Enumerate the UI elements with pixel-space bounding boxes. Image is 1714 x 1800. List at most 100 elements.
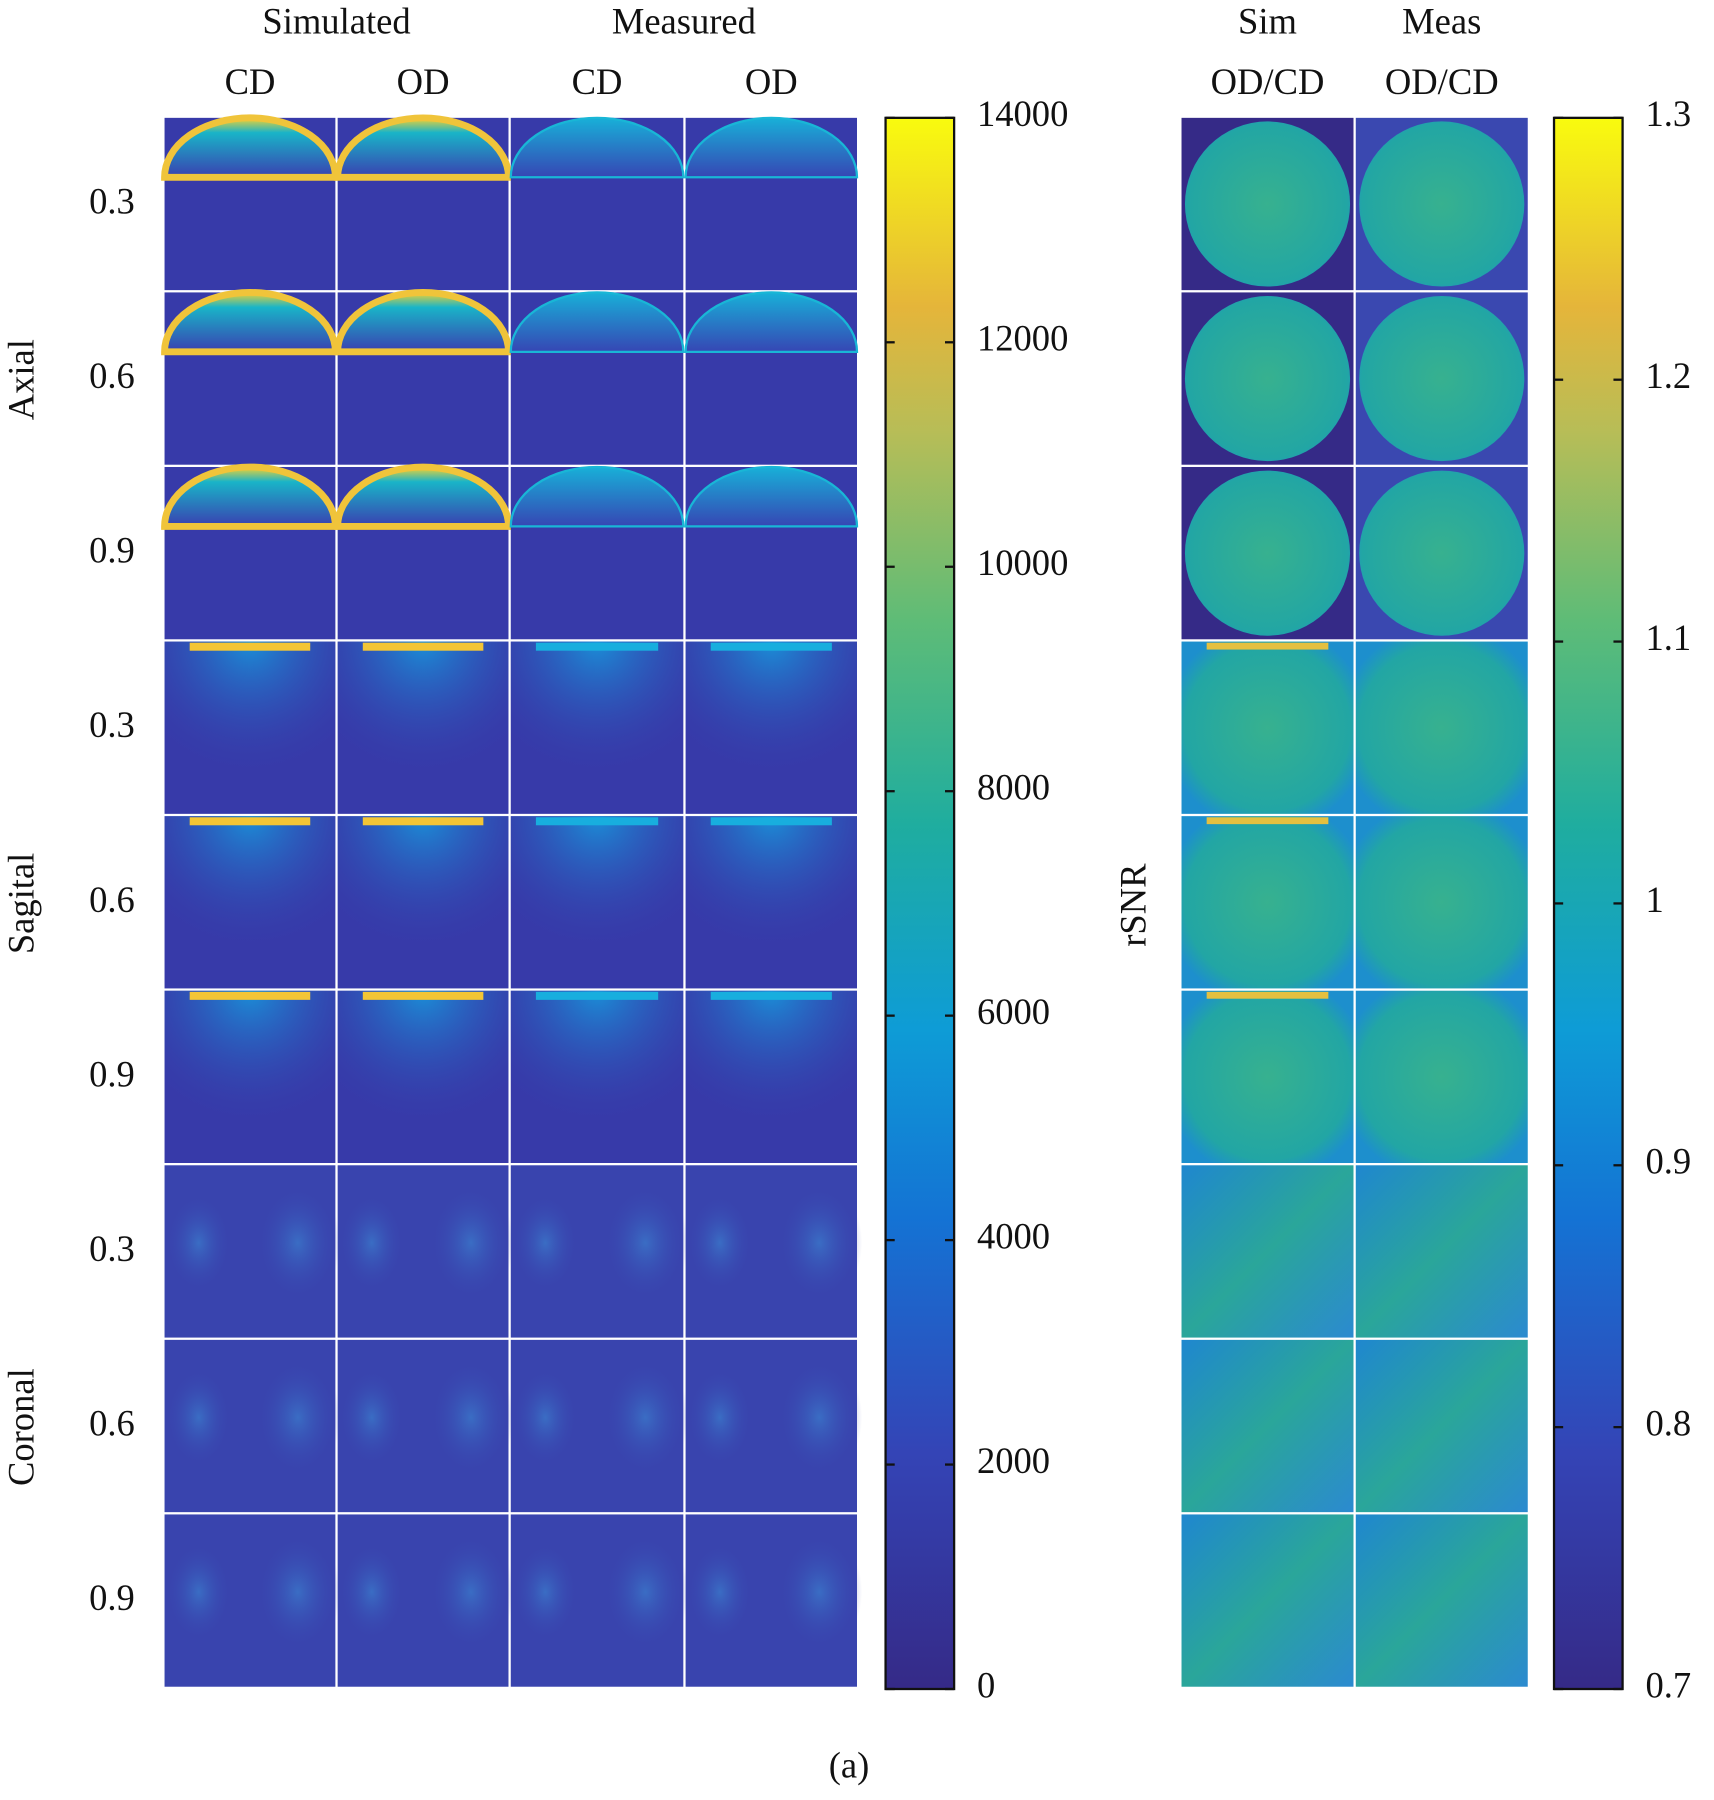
row-label: 0.9	[89, 1053, 135, 1094]
row-label: 0.6	[89, 355, 135, 396]
glow	[685, 990, 857, 1164]
tick-label: 1.3	[1645, 93, 1691, 134]
phantom	[1359, 121, 1525, 287]
blob	[510, 1540, 580, 1644]
image-panel	[1181, 990, 1354, 1164]
edge	[535, 991, 659, 1000]
dome	[509, 116, 685, 179]
row-label: 0.3	[89, 181, 135, 222]
glow	[337, 641, 509, 814]
edge	[535, 817, 659, 826]
row-group-label: Sagital	[1, 853, 42, 955]
dome	[334, 463, 512, 530]
column-label: CD	[225, 61, 276, 102]
image-panel	[1181, 1514, 1354, 1687]
image-panel	[1181, 1165, 1354, 1338]
edge	[189, 642, 311, 651]
column-label: CD	[572, 61, 623, 102]
row-label: 0.6	[89, 1403, 135, 1444]
edge	[189, 991, 311, 1000]
edge	[362, 817, 484, 826]
tick-label: 14000	[977, 93, 1068, 134]
edge	[710, 991, 832, 1000]
image-panel	[1355, 1514, 1528, 1687]
tick-label: 12000	[977, 318, 1068, 359]
image-panel	[1181, 641, 1354, 814]
edge	[1206, 991, 1329, 999]
blob	[428, 1531, 514, 1653]
image-panel	[1181, 816, 1354, 989]
column-label: OD/CD	[1211, 61, 1325, 102]
blob	[685, 1191, 755, 1295]
blob	[776, 1531, 863, 1653]
blob	[164, 1191, 233, 1295]
row-label: 0.6	[89, 879, 135, 920]
image-panel	[1355, 990, 1528, 1164]
glow	[164, 816, 336, 989]
blob	[685, 1540, 755, 1644]
tick-label: 0.7	[1645, 1664, 1691, 1705]
colorbar-label: rSNR	[1112, 863, 1153, 947]
tick-label: 1.1	[1645, 617, 1691, 658]
edge	[1206, 642, 1329, 650]
glow	[337, 816, 509, 989]
blob	[776, 1182, 863, 1304]
dome	[161, 289, 339, 356]
glow	[685, 641, 857, 814]
row-label: 0.3	[89, 704, 135, 745]
tick-label: 0.9	[1645, 1141, 1691, 1182]
blob	[164, 1365, 233, 1470]
column-group: Measured	[612, 1, 756, 42]
blob	[428, 1357, 514, 1478]
dome	[161, 114, 339, 181]
edge	[710, 642, 832, 651]
caption: (a)	[829, 1744, 870, 1785]
blob	[510, 1365, 580, 1470]
glow	[164, 990, 336, 1164]
blob	[337, 1191, 406, 1295]
edge	[189, 817, 311, 826]
dome	[334, 289, 512, 356]
dome	[509, 465, 685, 528]
column-group: Meas	[1402, 1, 1481, 42]
colorbar	[1552, 116, 1624, 1691]
blob	[602, 1182, 689, 1304]
blob	[255, 1357, 341, 1478]
blob	[602, 1531, 689, 1653]
tick-label: 0.8	[1645, 1403, 1691, 1444]
glow	[510, 641, 684, 814]
glow	[337, 990, 509, 1164]
tick-label: 6000	[977, 991, 1050, 1032]
image-panel	[1355, 1339, 1528, 1513]
column-label: OD	[397, 61, 450, 102]
blob	[255, 1531, 341, 1653]
column-group: Simulated	[262, 1, 410, 42]
row-label: 0.9	[89, 1577, 135, 1618]
tick-label: 4000	[977, 1215, 1050, 1256]
edge	[710, 817, 832, 826]
row-group-label: Axial	[1, 339, 42, 420]
blob	[337, 1540, 406, 1644]
phantom	[1359, 470, 1525, 636]
dome	[684, 465, 859, 528]
glow	[164, 641, 336, 814]
dome	[334, 114, 512, 181]
edge	[1206, 817, 1329, 825]
dome	[161, 463, 339, 530]
dome	[509, 291, 685, 353]
column-label: OD/CD	[1385, 61, 1499, 102]
phantom	[1184, 470, 1351, 636]
image-panel	[1181, 1339, 1354, 1513]
blob	[255, 1182, 341, 1304]
edge	[535, 642, 659, 651]
blob	[602, 1357, 689, 1478]
glow	[510, 990, 684, 1164]
blob	[428, 1182, 514, 1304]
glow	[685, 816, 857, 989]
blob	[164, 1540, 233, 1644]
blob	[685, 1365, 755, 1470]
phantom	[1184, 121, 1351, 287]
dome	[684, 116, 859, 179]
blob	[510, 1191, 580, 1295]
